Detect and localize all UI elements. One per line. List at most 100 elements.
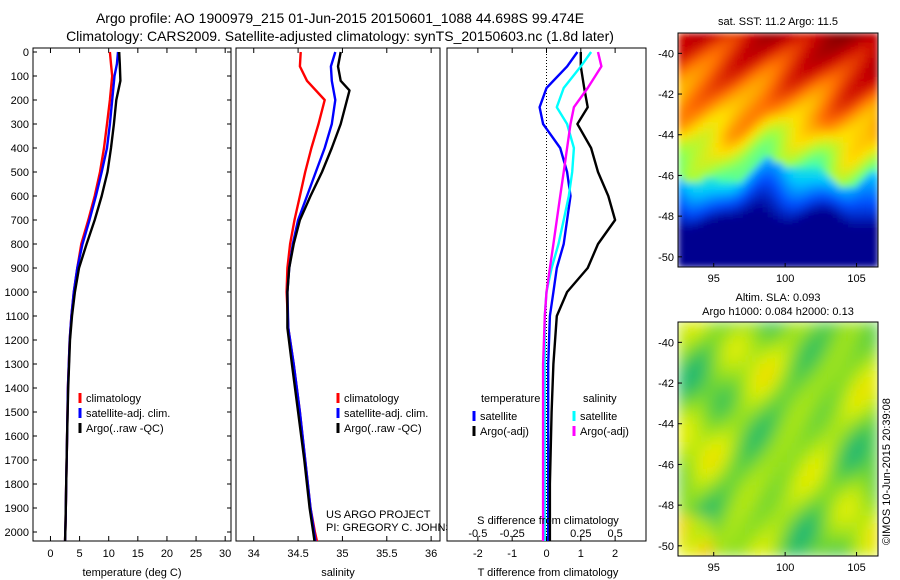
sla-cell [784,402,792,410]
sst-cell [813,87,819,94]
sst-cell [783,192,789,198]
sla-cell [844,435,852,443]
sst-cell [838,252,844,258]
sla-cell [778,355,786,363]
sst-cell [808,157,814,164]
sst-cell [783,112,789,119]
sla-cell [778,428,786,437]
sst-cell [743,192,749,198]
sst-cell [773,42,779,49]
sst-cell [718,227,724,233]
sst-cell [713,97,719,104]
sla-cell [724,408,732,417]
sst-cell [688,232,694,238]
sla-cell [831,328,839,336]
sst-cell [768,102,774,109]
sla-cell [704,382,712,390]
sst-cell [783,62,789,69]
sla-cell [851,462,859,470]
sla-cell [771,442,779,450]
sst-cell [698,262,704,267]
sst-cell [808,182,814,188]
sst-cell [758,92,764,99]
sst-cell [718,82,724,89]
sla-cell [851,335,859,343]
sst-cell [683,167,689,174]
sst-cell [748,257,754,263]
sla-cell [864,435,872,443]
sst-cell [753,122,759,129]
sla-cell [871,489,878,497]
sla-cell [758,489,766,497]
sla-cell [844,462,852,470]
sst-cell [828,77,834,84]
sst-cell [698,72,704,79]
depth-tick-label: 0 [23,47,29,59]
sst-cell [838,112,844,119]
sla-cell [804,328,812,336]
sst-cell [838,122,844,129]
sla-cell [718,362,726,370]
sla-cell [764,449,772,457]
sst-cell [808,222,814,228]
sla-cell [744,455,752,463]
sst-cell [778,67,784,74]
sla-cell [724,388,732,397]
sst-cell [868,222,874,228]
sst-cell [768,172,774,178]
sst-cell [778,212,784,218]
sst-cell [823,242,829,248]
sst-cell [858,162,864,169]
sst-cell [773,62,779,69]
sst-cell [728,187,734,193]
sla-cell [758,455,766,463]
sst-cell [703,232,709,238]
t-difference-tick-labels: -2 -1 0 1 2 [473,48,618,560]
sst-cell [773,192,779,198]
sla-cell [831,402,839,410]
sst-cell [748,187,754,193]
sst-cell [828,97,834,104]
sla-cell [811,362,819,370]
sla-cell [691,435,699,443]
sst-cell [713,232,719,238]
sst-cell [698,237,704,243]
sst-cell [778,217,784,223]
depth-tick-label: 700 [11,215,29,227]
sla-cell [844,402,852,410]
sst-cell [693,207,699,213]
sst-cell [703,157,709,164]
sla-cell [831,342,839,350]
sst-cell [763,167,769,174]
sst-cell [828,57,834,64]
sla-cell [838,529,846,537]
sla-cell [684,495,692,504]
sla-cell [804,435,812,443]
sla-cell [711,502,719,510]
sst-cell [678,227,684,233]
sla-cell [684,489,692,497]
sst-cell [763,182,769,188]
sst-cell [708,37,714,44]
sla-cell [751,342,759,350]
sst-cell [768,97,774,104]
sla-cell [738,348,746,357]
latitude-tick-label: -48 [658,211,674,223]
sst-cell [773,152,779,159]
sla-cell [778,455,786,463]
sla-cell [798,355,806,363]
sst-cell [703,72,709,79]
depth-tick-label: 900 [11,263,29,275]
sst-cell [723,197,729,203]
sst-cell [703,137,709,144]
sla-cell [864,535,872,544]
sla-cell [704,542,712,550]
sst-cell [848,232,854,238]
sst-cell [808,252,814,258]
sla-cell [791,475,799,484]
sst-cell [793,207,799,213]
sst-cell [723,167,729,174]
sla-cell [711,415,719,423]
sst-cell [728,102,734,109]
sst-cell [773,157,779,164]
